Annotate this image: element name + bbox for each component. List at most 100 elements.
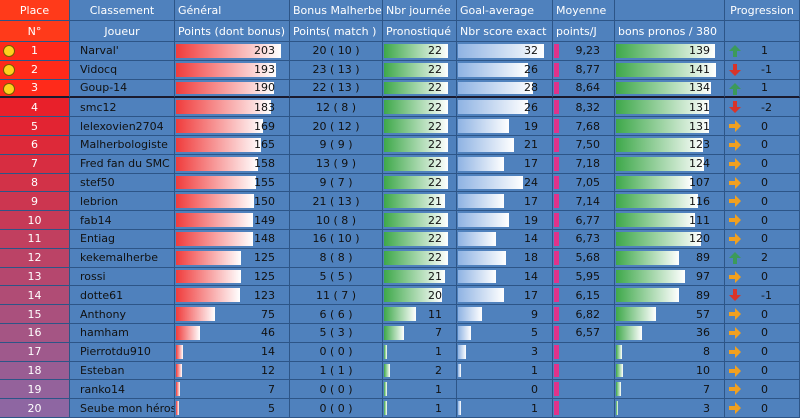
trend-arrow xyxy=(729,345,741,358)
cell-text: 8,64 xyxy=(575,81,601,95)
cell-good: 8 xyxy=(615,342,725,362)
cell-text: Fred fan du SMC xyxy=(80,157,170,171)
trend-arrow xyxy=(729,383,741,396)
cell-text: 5,68 xyxy=(575,251,601,265)
data-bar xyxy=(384,119,448,133)
smiley-icon xyxy=(3,63,15,76)
cell-text: 190 xyxy=(254,81,275,95)
data-bar xyxy=(616,81,712,95)
header-bottom: Nbr score exact xyxy=(457,21,553,42)
cell-good: 141 xyxy=(615,60,725,80)
cell-average: 7,14 xyxy=(553,192,615,212)
cell-text: dotte61 xyxy=(80,288,124,302)
cell-text: 4 xyxy=(31,100,38,114)
trend-arrow xyxy=(729,251,741,264)
cell-points: 169 xyxy=(175,117,290,136)
cell-bonus: 0 ( 0 ) xyxy=(290,380,383,400)
cell-exact: 21 xyxy=(457,136,553,155)
cell-average: 9,23 xyxy=(553,42,615,61)
cell-text: 22 xyxy=(428,251,442,265)
cell-played: 22 xyxy=(383,230,457,249)
cell-exact: 32 xyxy=(457,42,553,61)
cell-text: 12 xyxy=(261,363,275,377)
cell-bonus: 22 ( 13 ) xyxy=(290,79,383,99)
cell-text: 6,77 xyxy=(575,213,601,227)
cell-text: 13 ( 9 ) xyxy=(315,157,357,171)
data-bar xyxy=(176,194,254,209)
cell-bonus: 16 ( 10 ) xyxy=(290,230,383,249)
cell-bonus: 20 ( 10 ) xyxy=(290,42,383,61)
trend-arrow xyxy=(729,233,741,245)
cell-text: 116 xyxy=(689,194,710,208)
cell-progression: 0 xyxy=(725,230,800,249)
cell-bonus: 6 ( 6 ) xyxy=(290,305,383,324)
average-bar xyxy=(554,363,559,378)
cell-progression: 0 xyxy=(725,380,800,400)
cell-exact: 17 xyxy=(457,154,553,174)
cell-text: 17 xyxy=(524,157,538,171)
cell-place: 7 xyxy=(0,154,70,174)
cell-text: 11 xyxy=(428,307,442,321)
trend-arrow xyxy=(729,176,741,189)
cell-player: fab14 xyxy=(70,211,175,230)
cell-bonus: 1 ( 1 ) xyxy=(290,361,383,381)
data-bar xyxy=(616,344,622,359)
cell-text: 11 ( 7 ) xyxy=(315,288,357,302)
header-top: Bonus Malherbe xyxy=(290,0,383,21)
cell-bonus: 9 ( 7 ) xyxy=(290,173,383,193)
cell-text: 2 xyxy=(31,63,38,77)
data-bar xyxy=(616,213,695,227)
cell-text: 9 xyxy=(31,194,38,208)
header-bottom: N° xyxy=(0,21,70,42)
cell-text: 14 xyxy=(524,269,538,283)
cell-points: 193 xyxy=(175,60,290,80)
data-bar xyxy=(384,401,387,415)
header-bottom: Points (dont bonus) xyxy=(175,21,290,42)
cell-place: 12 xyxy=(0,248,70,268)
cell-bonus: 12 ( 8 ) xyxy=(290,98,383,118)
cell-exact: 28 xyxy=(457,79,553,99)
cell-text: 2 xyxy=(435,363,442,377)
data-bar xyxy=(384,62,448,77)
cell-place: 6 xyxy=(0,136,70,155)
cell-points: 183 xyxy=(175,98,290,118)
cell-text: 7 xyxy=(268,382,275,396)
data-bar xyxy=(458,100,528,115)
cell-text: 22 xyxy=(428,213,442,227)
cell-average: 8,77 xyxy=(553,60,615,80)
cell-played: 11 xyxy=(383,305,457,324)
trend-arrow xyxy=(729,289,741,302)
cell-average: 6,77 xyxy=(553,211,615,230)
cell-text: 21 xyxy=(428,194,442,208)
cell-text: 107 xyxy=(689,175,710,189)
cell-text: 6,82 xyxy=(575,307,601,321)
cell-exact: 14 xyxy=(457,230,553,249)
cell-points: 155 xyxy=(175,173,290,193)
data-bar xyxy=(458,194,504,209)
cell-text: 0 xyxy=(761,363,768,377)
header-top: Général xyxy=(175,0,290,21)
data-bar xyxy=(176,119,264,133)
cell-text: 1 xyxy=(531,401,538,415)
data-bar xyxy=(616,194,699,209)
cell-text: 20 xyxy=(27,401,42,415)
cell-exact: 17 xyxy=(457,286,553,306)
cell-text: 36 xyxy=(696,326,710,340)
data-bar xyxy=(384,81,448,95)
cell-text: 16 xyxy=(27,326,42,340)
cell-player: Pierrotdu910 xyxy=(70,342,175,362)
header-top: Moyenne xyxy=(553,0,615,21)
cell-text: 5 xyxy=(531,326,538,340)
data-bar xyxy=(458,326,472,340)
cell-text: 0 ( 0 ) xyxy=(319,401,353,415)
cell-text: 10 xyxy=(27,213,42,227)
cell-text: 0 xyxy=(761,345,768,359)
data-bar xyxy=(616,138,704,152)
data-bar xyxy=(616,250,680,265)
data-bar xyxy=(458,138,515,152)
data-bar xyxy=(458,156,504,171)
cell-text: 26 xyxy=(524,100,538,114)
cell-text: Seube mon héros xyxy=(80,401,175,415)
data-bar xyxy=(384,232,448,246)
cell-place: 17 xyxy=(0,342,70,362)
